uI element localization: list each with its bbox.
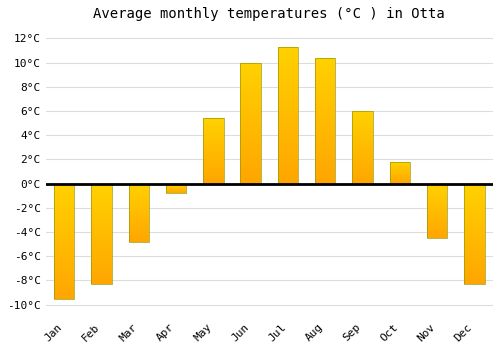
Bar	[203, 118, 224, 184]
Title: Average monthly temperatures (°C ) in Otta: Average monthly temperatures (°C ) in Ot…	[94, 7, 445, 21]
Bar	[315, 58, 336, 184]
Bar	[128, 184, 149, 242]
Bar	[166, 184, 186, 193]
Bar	[91, 184, 112, 284]
Bar	[390, 162, 410, 184]
Bar	[240, 63, 261, 184]
Bar	[278, 47, 298, 184]
Bar	[352, 111, 373, 184]
Bar	[54, 184, 74, 299]
Bar	[464, 184, 484, 284]
Bar	[427, 184, 448, 238]
